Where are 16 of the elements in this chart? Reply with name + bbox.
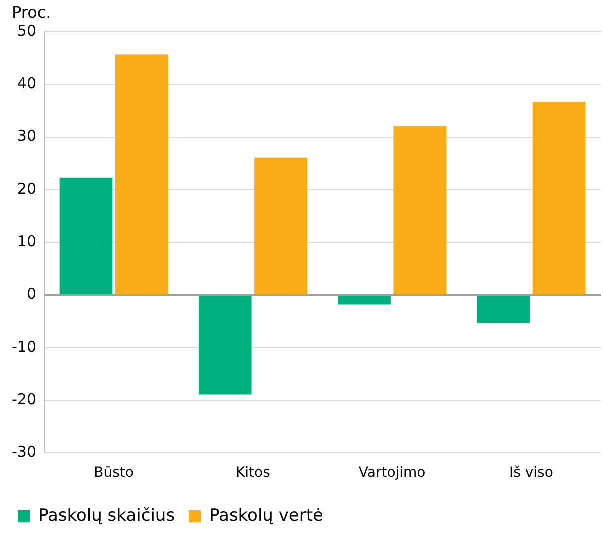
x-tick-label: Kitos <box>236 465 270 482</box>
legend-label: Paskolų vertė <box>210 506 324 526</box>
y-tick-label: -10 <box>12 338 36 356</box>
y-tick-label: -30 <box>12 443 36 462</box>
y-tick-label: 0 <box>26 285 36 304</box>
y-tick-label: 50 <box>17 22 36 40</box>
x-tick-label: Vartojimo <box>358 465 426 482</box>
x-tick-label: Būsto <box>94 465 134 482</box>
y-tick-label: 40 <box>17 74 36 93</box>
y-tick-label: 20 <box>17 180 36 198</box>
y-tick-label: 10 <box>17 232 36 250</box>
x-tick-label: Iš viso <box>509 465 554 482</box>
y-tick-label: 30 <box>17 127 36 146</box>
y-axis-title: Proc. <box>12 3 52 22</box>
legend-label: Paskolų skaičius <box>38 506 176 526</box>
y-tick-label: -20 <box>12 390 36 408</box>
